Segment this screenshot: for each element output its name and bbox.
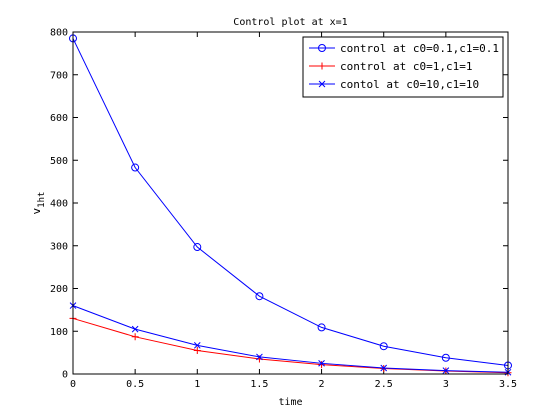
series-3 [69,302,512,376]
data-point [131,333,139,341]
y-tick-label: 500 [50,156,68,167]
data-point [318,361,326,369]
legend-label: control at c0=1,c1=1 [340,60,472,73]
legend-item: contol at c0=10,c1=10 [309,78,479,91]
y-tick-label: 100 [50,327,68,338]
y-axis-label-base: v [30,207,43,214]
legend-marker [318,44,326,52]
legend-item: control at c0=0.1,c1=0.1 [309,42,499,55]
x-tick-label: 2.5 [375,379,393,390]
legend-box [302,36,504,98]
legend: control at c0=0.1,c1=0.1 control at c0=1,… [302,36,504,98]
x-axis-label: time [278,397,302,408]
data-point [193,346,201,354]
x-tick-label: 1.5 [250,379,268,390]
y-tick-label: 700 [50,70,68,81]
legend-item: control at c0=1,c1=1 [309,60,472,73]
data-point [317,323,326,332]
data-point [442,367,450,374]
data-point [256,353,263,361]
data-point [193,243,202,252]
axis-ticks: 0 0.5 1 1.5 2 2.5 3 3.5 0 100 200 300 400 500 600 700 80… [50,28,517,391]
legend-marker [318,80,326,88]
y-tick-label: 200 [50,284,68,295]
data-point [255,292,264,301]
x-tick-label: 0 [70,379,76,390]
x-tick-label: 1 [194,379,200,390]
data-point [131,163,140,172]
data-point [131,325,139,333]
y-tick-label: 0 [62,370,68,381]
y-tick-label: 300 [50,241,68,252]
x-tick-label: 0.5 [126,379,144,390]
data-point [318,359,325,367]
chart-title: Control plot at x=1 [233,17,347,28]
data-point [380,364,388,372]
series-line [72,38,509,366]
y-axis-label-subscript: 1ht [37,192,47,208]
data-point [379,342,388,351]
x-tick-label: 2 [319,379,325,390]
data-point [441,353,450,362]
y-tick-label: 800 [50,28,68,39]
y-tick-label: 400 [50,199,68,210]
y-tick-label: 600 [50,113,68,124]
legend-marker [318,62,326,70]
x-tick-label: 3 [443,379,449,390]
legend-label: contol at c0=10,c1=10 [340,78,479,91]
plot-frame [72,31,509,375]
x-tick-label: 3.5 [499,379,517,390]
y-axis-label: v1ht [30,192,47,215]
series-line [72,305,509,373]
data-point [193,342,201,349]
legend-label: control at c0=0.1,c1=0.1 [340,42,499,55]
